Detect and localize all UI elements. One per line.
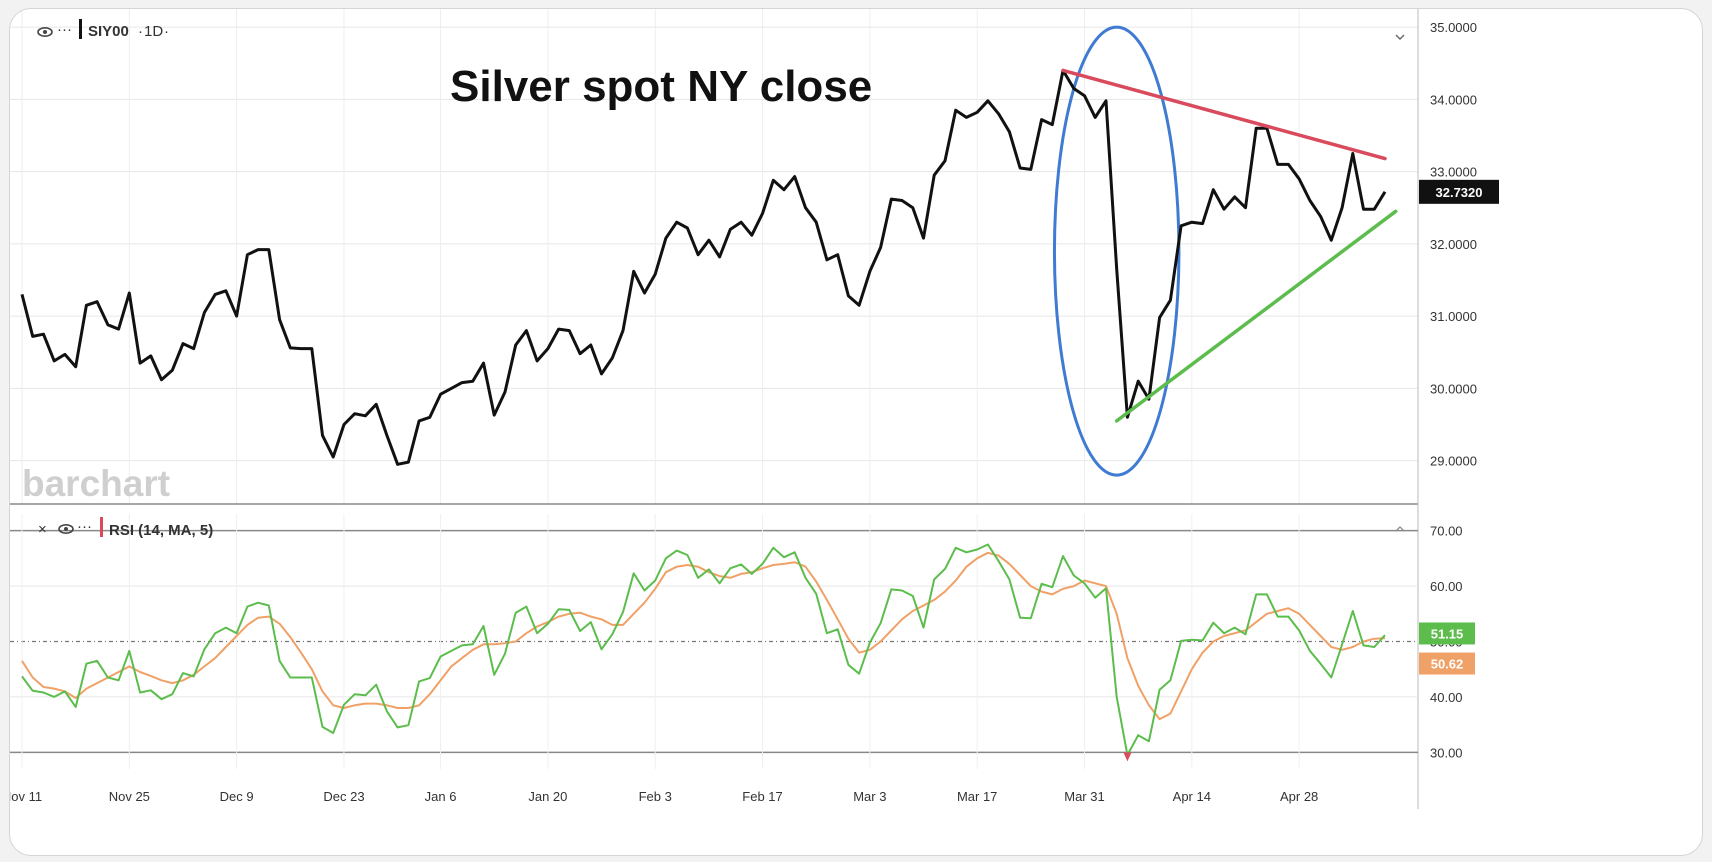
price-line — [20, 68, 1387, 466]
rsi-tick-label: 30.00 — [1430, 745, 1463, 760]
last-price-tag: 32.7320 — [1419, 179, 1499, 204]
oversold-marker — [1123, 752, 1132, 762]
resistance-trendline — [1061, 68, 1387, 161]
interval-sep-left: · — [138, 23, 143, 40]
price-tick-label: 35.0000 — [1430, 20, 1477, 35]
x-tick-label: Apr 14 — [1173, 789, 1211, 804]
eye-icon[interactable] — [58, 523, 74, 534]
price-header: ··· SIY00 · 1D · — [37, 19, 1405, 40]
rsi-label: RSI (14, MA, 5) — [109, 522, 213, 539]
x-tick-label: Jan 20 — [528, 789, 567, 804]
price-grid — [10, 9, 1418, 504]
rsi-series — [21, 543, 1386, 762]
price-tick-label: 33.0000 — [1430, 165, 1477, 180]
price-tick-label: 31.0000 — [1430, 309, 1477, 324]
x-tick-label: Apr 28 — [1280, 789, 1318, 804]
x-tick-label: Dec 23 — [323, 789, 364, 804]
chevron-icon[interactable] — [1395, 34, 1405, 40]
price-y-axis: 35.0000 34.0000 33.0000 32.0000 31.0000 30.00… — [1430, 20, 1477, 469]
rsi-value-tags: 51.15 50.62 — [1419, 622, 1475, 675]
rsi-color-swatch — [100, 517, 103, 537]
x-tick-label: Dec 9 — [220, 789, 254, 804]
price-tick-label: 32.0000 — [1430, 237, 1477, 252]
eye-icon[interactable] — [37, 26, 53, 37]
last-price-text: 32.7320 — [1436, 185, 1483, 200]
chart-frame: 35.0000 34.0000 33.0000 32.0000 31.0000 30.00… — [9, 8, 1703, 856]
interval-label: 1D — [144, 23, 163, 40]
last-price-box — [1419, 179, 1499, 204]
trendlines — [1061, 68, 1398, 423]
price-tick-label: 29.0000 — [1430, 454, 1477, 469]
rsi-grid — [10, 514, 1418, 769]
x-axis: Nov 11 Nov 25 Dec 9 Dec 23 Jan 6 Jan 20 Feb 3 F… — [10, 789, 1318, 804]
x-tick-label: Nov 11 — [10, 789, 42, 804]
price-series — [20, 68, 1387, 466]
x-tick-label: Nov 25 — [109, 789, 150, 804]
rsi-value-box — [1419, 622, 1475, 645]
symbol-label: SIY00 — [88, 23, 129, 40]
rsi-ma-value-text: 50.62 — [1431, 657, 1464, 672]
rsi-value-text: 51.15 — [1431, 626, 1464, 641]
chart-title: Silver spot NY close — [450, 62, 872, 111]
rsi-line — [21, 543, 1386, 757]
close-icon[interactable]: × — [38, 521, 47, 538]
interval-sep-right: · — [164, 23, 169, 40]
chevron-icon[interactable] — [1395, 526, 1405, 532]
rsi-tick-label: 40.00 — [1430, 690, 1463, 705]
barchart-watermark: barchart — [22, 463, 170, 504]
chart-svg: 35.0000 34.0000 33.0000 32.0000 31.0000 30.00… — [10, 9, 1499, 809]
rsi-ma-value-box — [1419, 652, 1475, 675]
price-tick-label: 34.0000 — [1430, 92, 1477, 107]
x-tick-label: Mar 17 — [957, 789, 997, 804]
x-tick-label: Mar 31 — [1064, 789, 1104, 804]
ellipsis-icon[interactable]: ··· — [77, 518, 92, 535]
x-tick-label: Mar 3 — [853, 789, 886, 804]
x-tick-label: Jan 6 — [425, 789, 457, 804]
rsi-tick-label: 70.00 — [1430, 524, 1463, 539]
rsi-tick-label: 60.00 — [1430, 579, 1463, 594]
support-trendline — [1114, 209, 1398, 423]
x-tick-label: Feb 17 — [742, 789, 782, 804]
x-tick-label: Feb 3 — [639, 789, 672, 804]
rsi-header: × ··· RSI (14, MA, 5) — [38, 517, 1405, 539]
ellipsis-icon[interactable]: ··· — [57, 21, 72, 38]
rsi-ma-line — [21, 551, 1386, 721]
price-tick-label: 30.0000 — [1430, 381, 1477, 396]
series-color-swatch — [79, 19, 82, 39]
